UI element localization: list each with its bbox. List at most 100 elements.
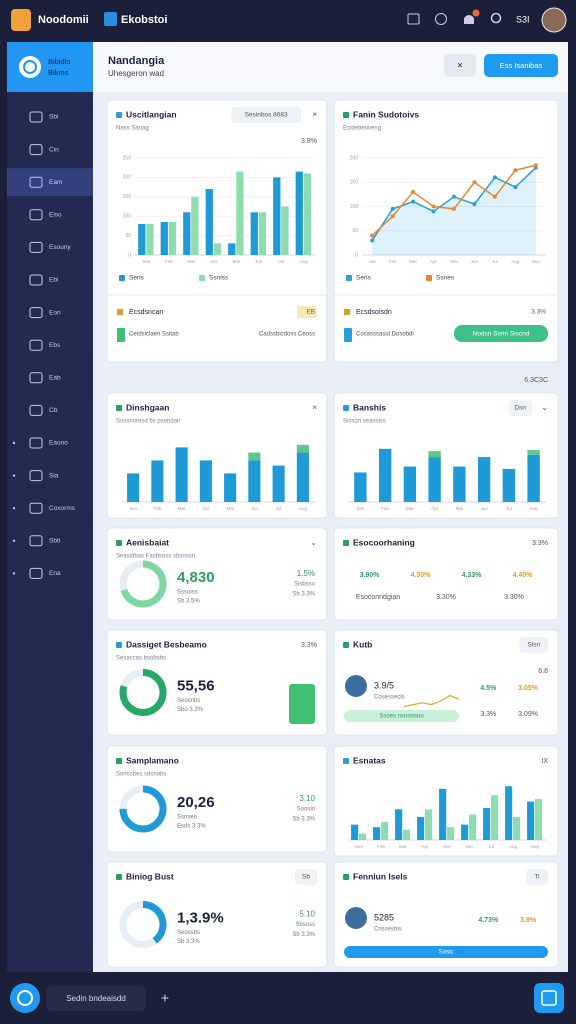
sidebar-icon[interactable] — [29, 535, 43, 547]
card-close[interactable]: ⌄ — [541, 403, 548, 412]
bar — [513, 816, 521, 840]
sidebar-icon[interactable] — [29, 307, 43, 319]
bar — [281, 206, 289, 255]
bar — [491, 795, 499, 840]
pill[interactable] — [344, 710, 459, 722]
sidebar-icon[interactable] — [29, 502, 43, 514]
sidebar-label[interactable]: Eam — [49, 179, 62, 186]
icon[interactable] — [407, 13, 420, 25]
sidebar-icon[interactable] — [29, 404, 43, 416]
tab-icon — [104, 12, 117, 26]
card-subtitle: Sisson seansiss — [343, 419, 386, 425]
footer-button[interactable] — [534, 983, 564, 1013]
primary-button-label[interactable]: Ess Isanibas — [500, 61, 543, 70]
line-area — [372, 167, 536, 255]
foot-button[interactable] — [454, 325, 548, 342]
row-cell: 3.05% — [518, 685, 539, 692]
close-button[interactable] — [444, 54, 476, 77]
avatar[interactable] — [541, 7, 567, 33]
card-chip-label[interactable]: Ti — [534, 874, 539, 881]
card-close[interactable]: × — [312, 403, 317, 412]
search-box[interactable] — [46, 986, 146, 1011]
card-chip-label[interactable]: Sb — [302, 874, 310, 881]
sidebar-icon[interactable] — [29, 241, 43, 253]
card-chip[interactable] — [526, 869, 548, 885]
sidebar-icon[interactable] — [29, 209, 43, 221]
card-chip[interactable] — [295, 869, 317, 885]
sidebar-icon[interactable] — [29, 567, 43, 579]
primary-button[interactable] — [484, 54, 558, 77]
card-close[interactable]: ⌄ — [310, 538, 317, 547]
sidebar-label[interactable]: Cin — [49, 146, 59, 153]
sidebar-label[interactable]: Ebi — [49, 277, 58, 284]
x-tick-label: Jul — [488, 844, 494, 849]
bar — [527, 450, 540, 455]
footer-icon[interactable] — [10, 983, 40, 1013]
user: S3I — [516, 14, 530, 24]
card-chip[interactable] — [231, 107, 301, 123]
sidebar-icon[interactable] — [29, 111, 43, 123]
sidebar-icon[interactable] — [29, 274, 43, 286]
bar — [453, 466, 466, 502]
sidebar-label[interactable]: Esouny — [49, 244, 71, 251]
sidebar-label[interactable]: Sia — [49, 472, 59, 479]
icon[interactable] — [435, 13, 447, 25]
add-button[interactable]: + — [161, 990, 169, 1006]
search-text[interactable]: Sedin bndeaisdd — [66, 994, 126, 1003]
sidebar-icon[interactable] — [29, 372, 43, 384]
detail: Ssnseo — [177, 815, 198, 821]
legend-label: Ssniss — [209, 275, 229, 282]
sidebar-label[interactable]: Sbi — [49, 114, 58, 121]
sidebar-label[interactable]: Ena — [49, 570, 61, 577]
sidebar-label[interactable]: Sbti — [49, 538, 60, 545]
x-tick-label: Apr — [430, 259, 438, 264]
close-label[interactable]: × — [457, 61, 463, 72]
x-tick-label: Mar — [399, 844, 407, 849]
card-title: Esnatas — [353, 755, 386, 765]
note: 5.10 — [299, 910, 315, 919]
card-chip[interactable] — [508, 400, 532, 416]
bell[interactable] — [464, 15, 474, 24]
bar — [381, 822, 389, 840]
search-icon[interactable] — [490, 12, 502, 24]
pill-label[interactable]: Sasic — [439, 950, 454, 956]
card-chip-label[interactable]: Sisn — [527, 642, 540, 649]
x-tick-label: Jul — [492, 259, 498, 264]
bar — [477, 457, 491, 502]
big-value: 55,56 — [177, 677, 215, 694]
card-icon — [343, 540, 349, 546]
sidebar-icon[interactable] — [29, 470, 43, 482]
card-chip[interactable] — [519, 637, 548, 653]
note: Sisbsso — [294, 582, 316, 588]
footer-icon — [17, 990, 33, 1006]
sidebar-icon[interactable] — [29, 437, 43, 449]
sidebar-icon[interactable] — [29, 339, 43, 351]
donut-arc — [119, 901, 167, 948]
sidebar-label[interactable]: Coxorms — [49, 505, 76, 512]
card-stat: 3.3% — [301, 642, 317, 649]
pill-label[interactable]: Ssoes nsnoosuo — [379, 714, 424, 720]
sidebar-label[interactable]: Ebs — [49, 342, 61, 349]
sidebar-label[interactable]: Eon — [49, 309, 61, 316]
sidebar-label[interactable]: Eaono — [49, 440, 68, 447]
donut-arc — [119, 669, 167, 716]
x-tick-label: Mai — [233, 259, 240, 264]
sidebar-icon[interactable] — [29, 176, 43, 188]
sidebar-label[interactable]: Eiso — [49, 212, 62, 219]
card — [106, 99, 328, 363]
card-close[interactable]: × — [312, 110, 317, 119]
pill[interactable] — [344, 946, 548, 958]
card-chip-label[interactable]: Dsn — [514, 405, 526, 412]
foot-title: Ecsdsncan — [129, 309, 163, 316]
sidebar-label[interactable]: Eab — [49, 375, 61, 382]
sidebar-label[interactable]: Cb — [49, 407, 58, 414]
tab[interactable]: Ekobstoi — [121, 14, 167, 26]
donut-arc — [119, 785, 167, 833]
card-subtitle: Sonssbes sdcnobs — [116, 772, 166, 778]
sidebar-icon[interactable] — [29, 144, 43, 156]
foot-button-label[interactable]: Nodsn Ssrin Siscnd — [473, 331, 530, 338]
sidebar-dot — [12, 572, 16, 575]
bar — [527, 801, 535, 840]
card-chip-label[interactable]: Sesinbos 8683 — [245, 112, 288, 119]
